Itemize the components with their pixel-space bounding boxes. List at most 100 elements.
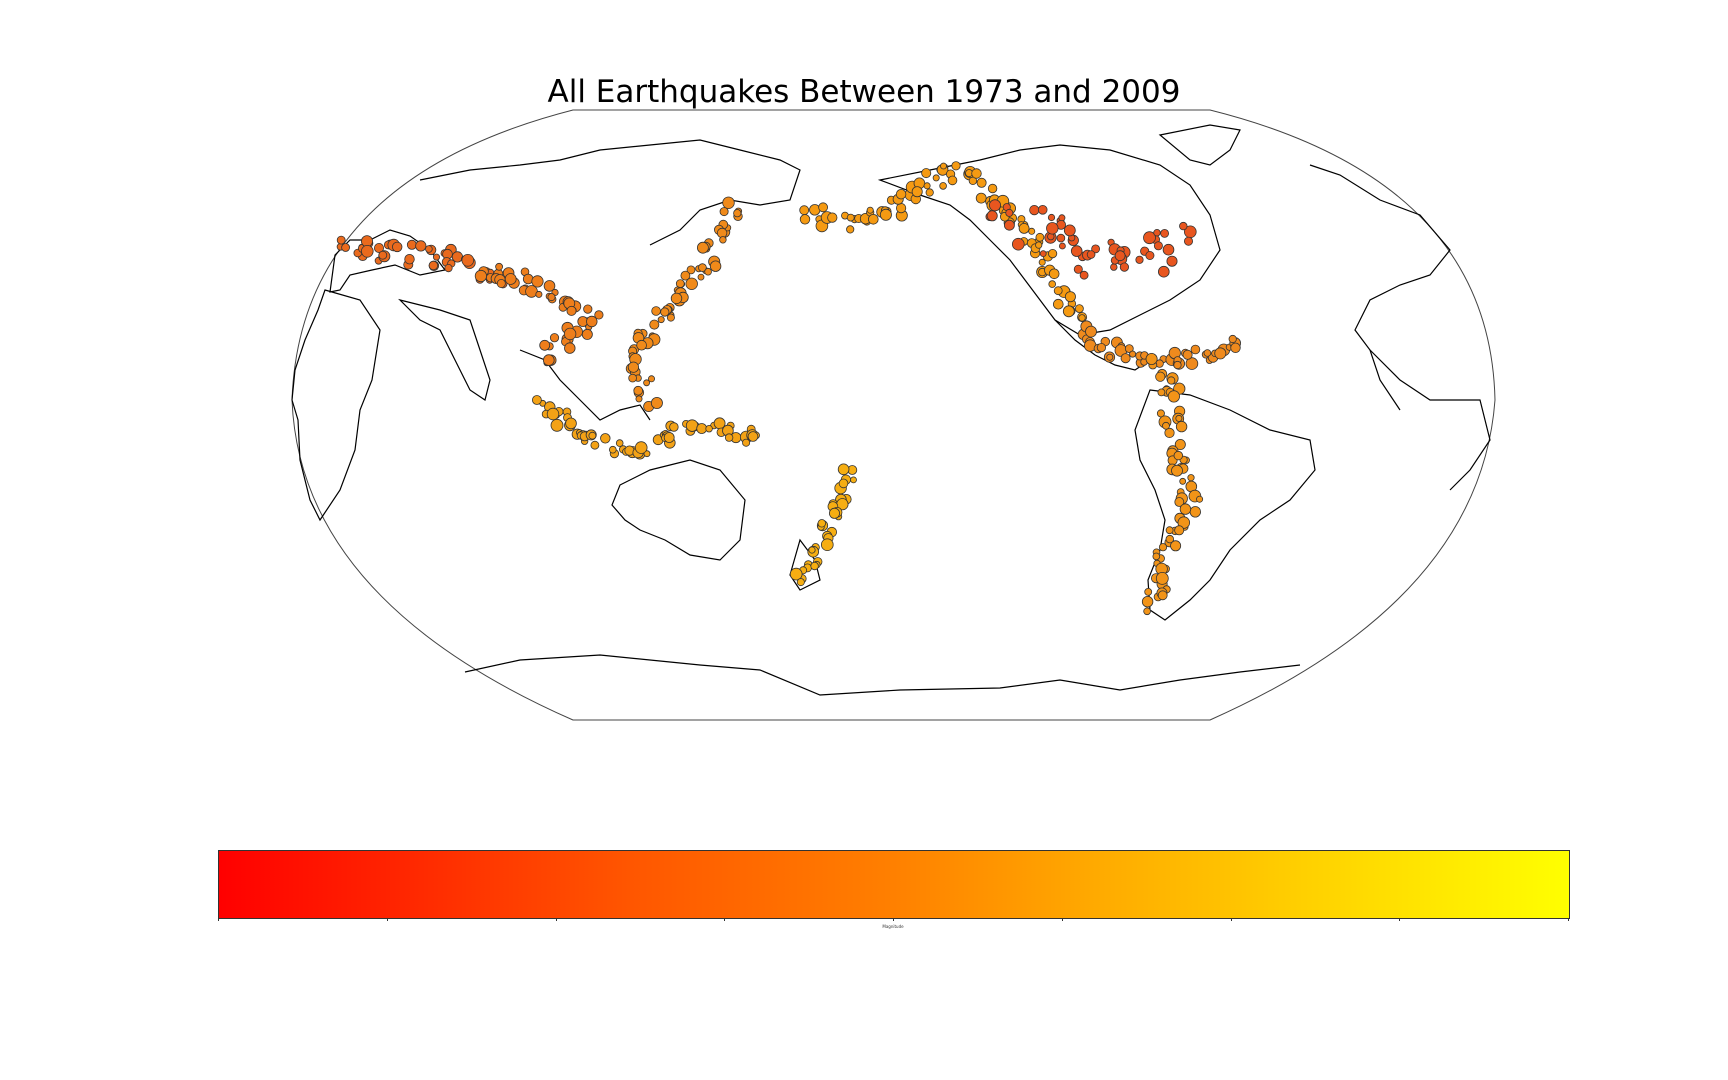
- earthquake-marker: [461, 253, 475, 267]
- earthquake-marker: [986, 210, 998, 222]
- earthquake-marker: [866, 206, 874, 214]
- earthquake-marker: [808, 546, 816, 554]
- earthquake-marker: [1160, 228, 1169, 238]
- earthquake-marker: [1175, 420, 1188, 433]
- earthquake-marker: [341, 243, 351, 252]
- earthquake-marker: [1144, 588, 1153, 596]
- earthquake-marker: [1166, 255, 1178, 267]
- earthquake-marker: [1185, 357, 1199, 370]
- earthquake-marker: [1091, 244, 1100, 254]
- earthquake-marker: [565, 417, 577, 430]
- earthquake-marker: [608, 445, 617, 454]
- earthquake-marker: [719, 207, 729, 217]
- earthquake-marker: [1153, 241, 1163, 251]
- earthquake-marker: [392, 241, 403, 253]
- earthquake-marker: [1167, 376, 1176, 385]
- earthquake-marker: [586, 315, 598, 328]
- earthquake-marker: [1174, 525, 1185, 536]
- earthquake-marker: [1214, 347, 1227, 360]
- earthquake-marker: [615, 439, 624, 447]
- earthquake-marker: [697, 241, 709, 254]
- earthquake-marker: [685, 419, 699, 432]
- earthquake-marker: [921, 168, 932, 179]
- earthquake-marker: [550, 418, 564, 432]
- earthquake-marker: [1004, 219, 1015, 231]
- earthquake-marker: [1228, 334, 1237, 344]
- earthquake-marker: [1145, 250, 1155, 260]
- earthquake-marker: [1018, 222, 1030, 234]
- earthquake-marker: [1203, 349, 1212, 357]
- earthquake-marker: [1157, 590, 1168, 601]
- earthquake-marker: [846, 213, 855, 222]
- earthquake-marker: [1182, 349, 1193, 360]
- earthquake-marker: [1173, 450, 1184, 461]
- earthquake-marker: [360, 245, 374, 258]
- earthquake-marker: [1047, 213, 1056, 222]
- earthquake-marker: [719, 236, 727, 244]
- magnitude-colorbar: [218, 850, 1570, 919]
- earthquake-marker: [600, 433, 611, 444]
- earthquake-marker: [1046, 222, 1059, 235]
- earthquake-marker: [1230, 342, 1241, 354]
- earthquake-marker: [1028, 227, 1036, 235]
- earthquake-marker: [564, 342, 576, 354]
- earthquake-marker: [879, 208, 892, 221]
- earthquake-marker: [789, 567, 803, 581]
- earthquake-marker: [1114, 250, 1126, 262]
- earthquake-marker: [649, 319, 660, 330]
- earthquake-marker: [1187, 474, 1195, 482]
- earthquake-points: [336, 161, 1241, 616]
- earthquake-marker: [932, 174, 940, 182]
- earthquake-marker: [1005, 208, 1014, 217]
- earthquake-marker: [633, 385, 643, 396]
- earthquake-marker: [1170, 540, 1182, 552]
- earthquake-marker: [1075, 304, 1084, 314]
- earthquake-marker: [428, 260, 439, 271]
- earthquake-marker: [549, 333, 560, 343]
- earthquake-marker: [799, 214, 811, 225]
- earthquake-marker: [1096, 342, 1107, 353]
- earthquake-marker: [742, 438, 751, 447]
- earthquake-marker: [543, 280, 556, 292]
- earthquake-marker: [547, 293, 556, 302]
- earthquake-marker: [722, 196, 735, 210]
- earthquake-marker: [1175, 414, 1183, 422]
- earthquake-marker: [648, 375, 656, 383]
- map-title: All Earthquakes Between 1973 and 2009: [547, 74, 1181, 110]
- earthquake-marker: [650, 396, 663, 409]
- earthquake-marker: [686, 265, 696, 275]
- earthquake-marker: [705, 425, 713, 433]
- earthquake-marker: [975, 192, 987, 204]
- earthquake-marker: [636, 339, 647, 351]
- earthquake-marker: [1141, 596, 1154, 608]
- earthquake-marker: [415, 240, 427, 252]
- earthquake-marker: [1073, 264, 1083, 274]
- earthquake-marker: [940, 162, 947, 170]
- earthquake-marker: [373, 242, 384, 253]
- earthquake-marker: [1106, 353, 1114, 361]
- earthquake-marker: [406, 239, 417, 250]
- earthquake-marker: [796, 578, 805, 587]
- earthquake-marker: [474, 269, 487, 283]
- earthquake-marker: [663, 432, 675, 443]
- earthquake-marker: [709, 260, 722, 272]
- earthquake-marker: [827, 212, 838, 223]
- earthquake-marker: [657, 316, 665, 324]
- earthquake-marker: [923, 182, 931, 190]
- earthquake-marker: [1029, 205, 1040, 216]
- earthquake-marker: [1179, 477, 1187, 485]
- coastline-europe: [329, 229, 447, 293]
- earthquake-marker: [1058, 214, 1066, 222]
- colorbar-tick: [1568, 918, 1569, 921]
- earthquake-marker: [987, 183, 998, 194]
- earthquake-marker: [1056, 233, 1066, 243]
- earthquake-marker: [837, 463, 850, 476]
- colorbar-tick: [1399, 918, 1401, 921]
- earthquake-marker: [951, 161, 961, 171]
- earthquake-marker: [1165, 534, 1174, 544]
- earthquake-marker: [651, 306, 661, 316]
- earthquake-marker: [635, 395, 643, 403]
- earthquake-marker: [1070, 245, 1083, 257]
- earthquake-marker: [666, 313, 675, 322]
